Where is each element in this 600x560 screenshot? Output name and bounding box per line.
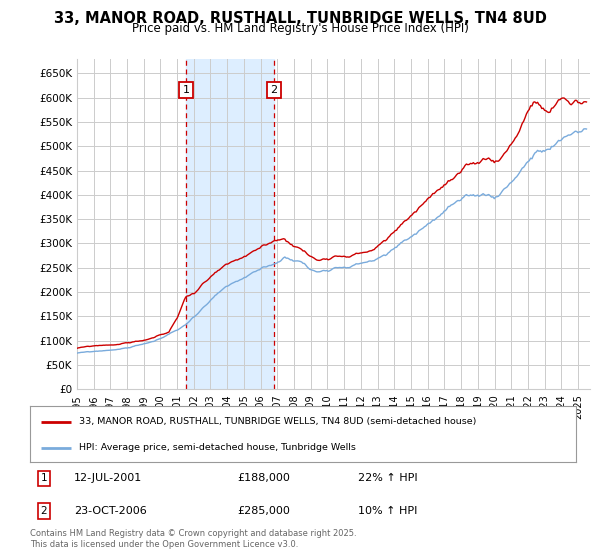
Text: 23-OCT-2006: 23-OCT-2006 bbox=[74, 506, 146, 516]
Text: £188,000: £188,000 bbox=[238, 473, 290, 483]
Text: £285,000: £285,000 bbox=[238, 506, 290, 516]
Text: 12-JUL-2001: 12-JUL-2001 bbox=[74, 473, 142, 483]
Text: 2: 2 bbox=[40, 506, 47, 516]
Bar bbox=[186, 59, 274, 389]
Text: 1: 1 bbox=[182, 85, 190, 95]
Text: 1: 1 bbox=[40, 473, 47, 483]
Text: Contains HM Land Registry data © Crown copyright and database right 2025.
This d: Contains HM Land Registry data © Crown c… bbox=[30, 529, 356, 549]
Text: 2: 2 bbox=[271, 85, 278, 95]
Text: 10% ↑ HPI: 10% ↑ HPI bbox=[358, 506, 417, 516]
Text: 33, MANOR ROAD, RUSTHALL, TUNBRIDGE WELLS, TN4 8UD (semi-detached house): 33, MANOR ROAD, RUSTHALL, TUNBRIDGE WELL… bbox=[79, 417, 476, 426]
Text: 22% ↑ HPI: 22% ↑ HPI bbox=[358, 473, 417, 483]
Text: 33, MANOR ROAD, RUSTHALL, TUNBRIDGE WELLS, TN4 8UD: 33, MANOR ROAD, RUSTHALL, TUNBRIDGE WELL… bbox=[53, 11, 547, 26]
Text: Price paid vs. HM Land Registry's House Price Index (HPI): Price paid vs. HM Land Registry's House … bbox=[131, 22, 469, 35]
Text: HPI: Average price, semi-detached house, Tunbridge Wells: HPI: Average price, semi-detached house,… bbox=[79, 444, 356, 452]
